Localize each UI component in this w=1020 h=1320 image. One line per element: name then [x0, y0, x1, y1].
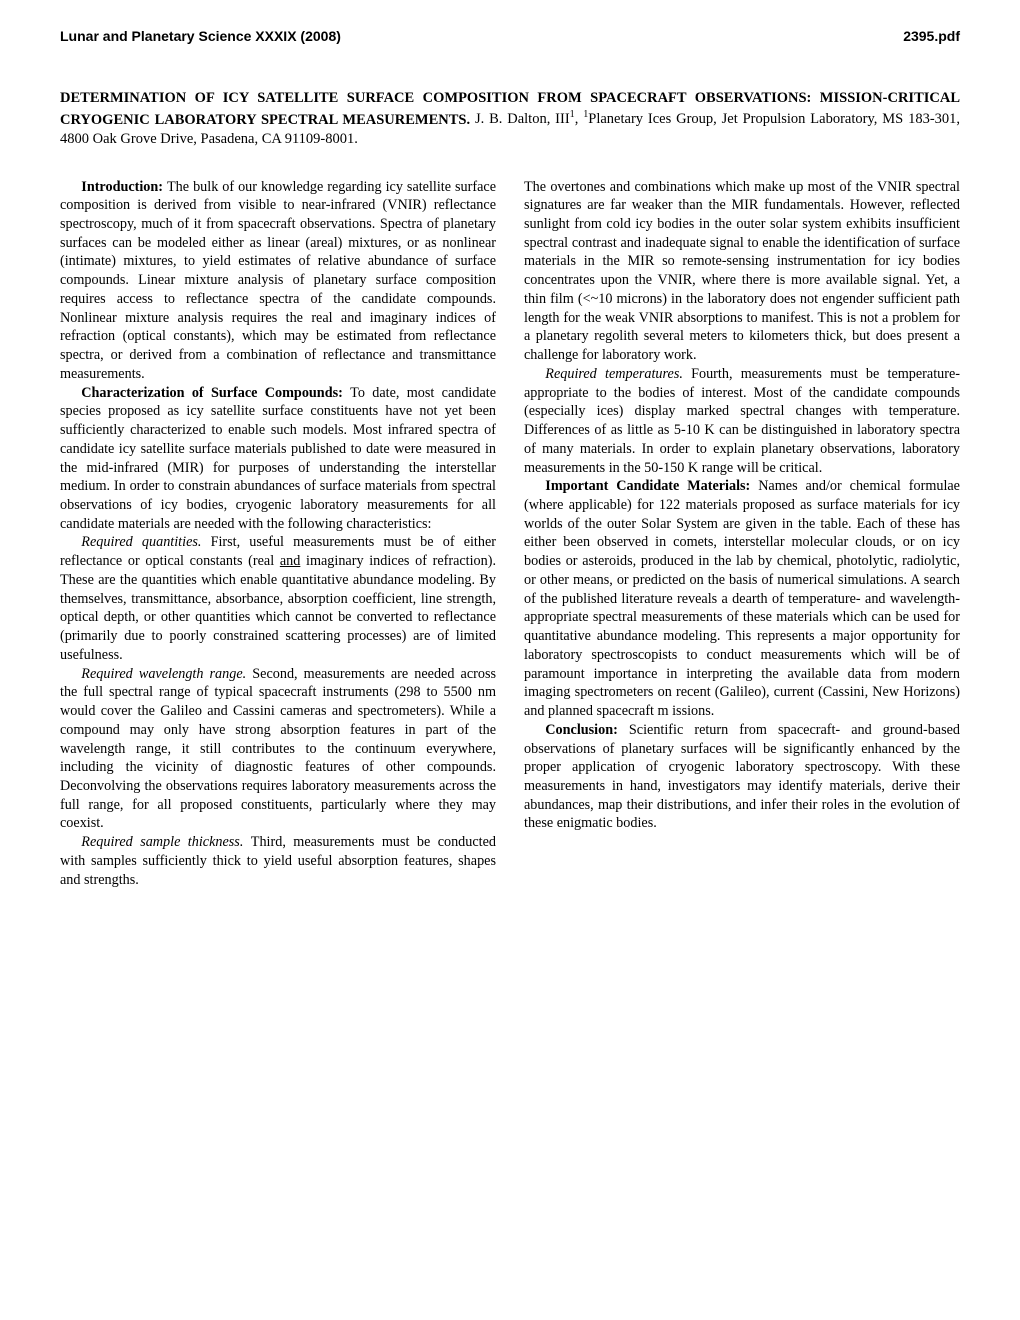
- section-head-conclusion: Conclusion:: [545, 722, 629, 738]
- para-rq-text-b: imaginary indices of refraction). These …: [60, 553, 496, 663]
- para-conclusion-text: Scientific return from spacecraft- and g…: [524, 722, 960, 832]
- para-rw-text: Second, measurements are needed across t…: [60, 666, 496, 832]
- two-column-body: Introduction: The bulk of our knowledge …: [60, 178, 960, 890]
- para-required-temperatures: Required temperatures. Fourth, measureme…: [524, 365, 960, 477]
- para-required-quantities: Required quantities. First, useful measu…: [60, 533, 496, 664]
- para-required-thickness: Required sample thickness. Third, measur…: [60, 833, 496, 889]
- author-name: J. B. Dalton, III: [475, 111, 570, 127]
- subhead-required-thickness: Required sample thickness.: [81, 834, 251, 850]
- title-block: DETERMINATION OF ICY SATELLITE SURFACE C…: [60, 89, 960, 150]
- para-rtmp-text: Fourth, measurements must be temperature…: [524, 366, 960, 476]
- para-overtones-text: The overtones and combinations which mak…: [524, 179, 960, 364]
- underlined-and: and: [280, 553, 301, 569]
- header-left: Lunar and Planetary Science XXXIX (2008): [60, 28, 341, 44]
- section-head-characterization: Characterization of Surface Compounds:: [81, 385, 350, 401]
- para-candidate-materials: Important Candidate Materials: Names and…: [524, 477, 960, 721]
- para-characterization-text: To date, most candidate species proposed…: [60, 385, 496, 532]
- author-sep: ,: [575, 111, 583, 127]
- para-materials-text: Names and/or chemical formulae (where ap…: [524, 478, 960, 719]
- subhead-required-quantities: Required quantities.: [81, 534, 210, 550]
- para-intro-text: The bulk of our knowledge regarding icy …: [60, 179, 496, 382]
- left-column: Introduction: The bulk of our knowledge …: [60, 178, 496, 890]
- subhead-required-temperatures: Required temperatures.: [545, 366, 691, 382]
- section-head-materials: Important Candidate Materials:: [545, 478, 758, 494]
- section-head-intro: Introduction:: [81, 179, 167, 195]
- header-right: 2395.pdf: [903, 28, 960, 44]
- para-intro: Introduction: The bulk of our knowledge …: [60, 178, 496, 384]
- para-characterization: Characterization of Surface Compounds: T…: [60, 384, 496, 534]
- para-overtones: The overtones and combinations which mak…: [524, 178, 960, 365]
- right-column: The overtones and combinations which mak…: [524, 178, 960, 890]
- subhead-required-wavelength: Required wavelength range.: [81, 666, 252, 682]
- para-conclusion: Conclusion: Scientific return from space…: [524, 721, 960, 833]
- para-required-wavelength: Required wavelength range. Second, measu…: [60, 665, 496, 834]
- page-header: Lunar and Planetary Science XXXIX (2008)…: [60, 28, 960, 44]
